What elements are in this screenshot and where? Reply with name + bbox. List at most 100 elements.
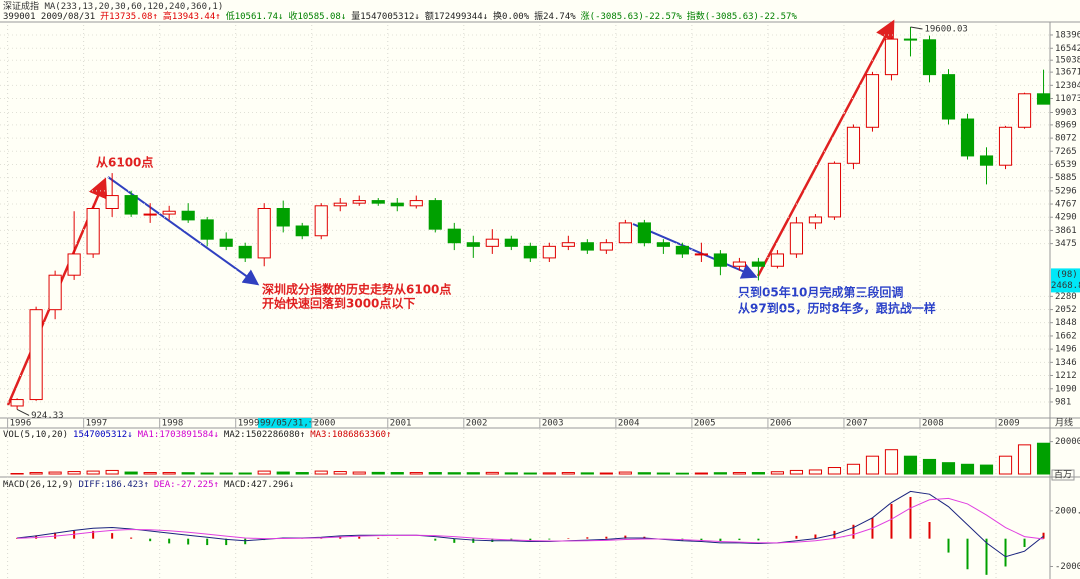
candle-body xyxy=(295,225,309,237)
legend-item: 额172499344↓ xyxy=(425,10,488,22)
annotation: 从97到05，历时8年多，跟抗战一样 xyxy=(738,301,936,316)
volume-bar xyxy=(561,472,575,475)
cursor-date-box xyxy=(258,418,312,428)
x-tick-label: 2000 xyxy=(314,419,336,429)
volume-bar xyxy=(523,472,537,475)
legend-item: VOL(5,10,20) xyxy=(3,430,68,440)
candle-body xyxy=(219,238,233,247)
candle-body xyxy=(599,242,613,251)
candle-body xyxy=(276,207,290,227)
y-tick-label: 9903 xyxy=(1055,108,1077,118)
volume-bar xyxy=(409,472,423,475)
x-tick-label: 2006 xyxy=(770,419,792,429)
volume-bar xyxy=(694,472,708,475)
volume-bar xyxy=(979,464,994,475)
y-tick-label: 3861 xyxy=(1055,226,1077,236)
candle-body xyxy=(143,213,157,216)
y-tick-label: 7265 xyxy=(1055,147,1077,157)
volume-bar xyxy=(466,472,480,475)
volume-bar xyxy=(1017,444,1032,475)
y-tick-label: 5885 xyxy=(1055,173,1077,183)
y-tick-label: 981 xyxy=(1055,397,1071,407)
x-tick-label: 1998 xyxy=(162,419,184,429)
y-tick-label: 3475 xyxy=(1055,239,1077,249)
legend-item: 1547005312↓ xyxy=(73,430,133,440)
volume-bar xyxy=(447,472,461,475)
y-tick-label: 1090 xyxy=(1055,384,1077,394)
candle-body xyxy=(979,155,994,166)
annotation: 从6100点 xyxy=(96,155,153,170)
volume-bar xyxy=(675,472,689,475)
volume-bar xyxy=(998,455,1013,475)
header-title: 深证成指 MA(233,13,20,30,60,120,240,360,1) xyxy=(3,0,223,12)
volume-bar xyxy=(941,462,956,475)
volume-bar xyxy=(960,463,975,475)
y-tick-label: 1496 xyxy=(1055,345,1077,355)
candle-body xyxy=(884,38,899,76)
cursor-price: 2468.85 xyxy=(1051,281,1080,291)
candle-body xyxy=(732,261,746,267)
legend-item: 换0.00% xyxy=(493,10,530,22)
volume-bar xyxy=(352,471,366,475)
volume-bar xyxy=(827,467,842,475)
candle-body xyxy=(827,162,842,218)
candle-body xyxy=(865,74,880,128)
volume-bar xyxy=(770,471,785,475)
volume-bar xyxy=(295,472,309,475)
legend-item: 振24.74% xyxy=(534,10,576,22)
candle-body xyxy=(523,245,537,259)
legend-item: MACD:427.296↓ xyxy=(224,480,294,490)
candle-body xyxy=(181,210,195,221)
y-tick-label: 11073 xyxy=(1055,94,1080,104)
legend-item: 高13943.44↑ xyxy=(163,10,221,22)
low-label-leader xyxy=(16,408,30,416)
candle-body xyxy=(808,216,823,224)
y-tick-label: 15038 xyxy=(1055,56,1080,66)
y-tick-label: 1662 xyxy=(1055,331,1077,341)
volume-bar xyxy=(884,449,899,475)
x-tick-label: 2002 xyxy=(466,419,488,429)
candle-body xyxy=(314,205,328,237)
legend-item: 量1547005312↓ xyxy=(351,11,420,22)
macd-line xyxy=(17,490,1044,558)
candle-body xyxy=(447,228,461,244)
legend-item: 指数(-3085.63)-22.57% xyxy=(687,10,798,22)
y-tick-label: 5296 xyxy=(1055,186,1077,196)
volume-bar xyxy=(29,472,43,475)
x-tick-label: 2003 xyxy=(542,419,564,429)
y-tick-label: 12304 xyxy=(1055,81,1080,91)
volume-bar xyxy=(143,472,157,475)
x-tick-label: 2004 xyxy=(618,419,640,429)
candle-body xyxy=(618,222,632,244)
candle-body xyxy=(846,126,861,164)
y-tick-label: 18396 xyxy=(1055,30,1080,40)
volume-bar xyxy=(618,471,632,475)
candle-body xyxy=(960,118,975,157)
arrow xyxy=(632,223,758,279)
cursor-label: (98) xyxy=(1056,270,1078,280)
volume-bar xyxy=(922,458,937,475)
title: 深证成指 xyxy=(3,0,39,12)
y-tick-label: -2000.0 xyxy=(1055,562,1080,572)
volume-bar xyxy=(903,455,918,475)
annotation: 只到05年10月完成第三段回调 xyxy=(738,285,903,300)
candle-body xyxy=(1036,93,1051,105)
legend-item: DEA:-27.225↑ xyxy=(154,480,219,490)
legend-item: 开13735.08↑ xyxy=(100,11,158,22)
candle-body xyxy=(10,399,24,407)
candle-body xyxy=(485,238,499,247)
volume-bar xyxy=(105,469,119,475)
volume-bar xyxy=(162,472,176,475)
arrow xyxy=(107,176,260,286)
legend-item: MA2:1502286080↑ xyxy=(224,430,305,440)
x-tick-label: 2008 xyxy=(922,419,944,429)
volume-bar xyxy=(124,471,138,475)
volume-bar xyxy=(390,472,404,475)
y-tick-label: 1346 xyxy=(1055,358,1077,368)
volume-bar xyxy=(580,472,594,475)
ma-label: MA(233,13,20,30,60,120,240,360,1) xyxy=(44,2,223,12)
candle-body xyxy=(694,253,708,256)
volume-bar xyxy=(789,469,804,475)
volume-bar xyxy=(865,455,880,475)
candle-body xyxy=(675,245,689,255)
